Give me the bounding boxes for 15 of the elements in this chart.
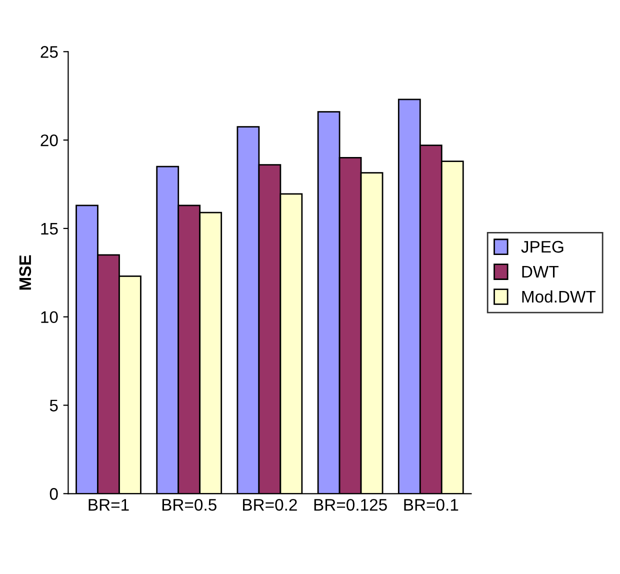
legend-label: JPEG xyxy=(521,240,564,253)
x-tick-label: BR=0.125 xyxy=(314,498,387,511)
x-tick-label: BR=0.5 xyxy=(162,498,216,511)
y-tick-label: 25 xyxy=(40,46,58,58)
legend-label: DWT xyxy=(522,266,558,278)
y-tick-label: 10 xyxy=(41,311,58,324)
y-axis-title: MSE xyxy=(19,255,32,290)
legend-label: Mod.DWT xyxy=(522,290,596,303)
x-tick-label: BR=1 xyxy=(88,499,129,511)
y-tick-label: 0 xyxy=(50,488,58,500)
x-tick-label: BR=0.1 xyxy=(404,498,458,511)
y-tick-label: 15 xyxy=(41,223,58,235)
y-tick-label: 20 xyxy=(40,134,58,146)
x-tick-label: BR=0.2 xyxy=(243,498,297,511)
y-tick-label: 5 xyxy=(50,400,58,412)
